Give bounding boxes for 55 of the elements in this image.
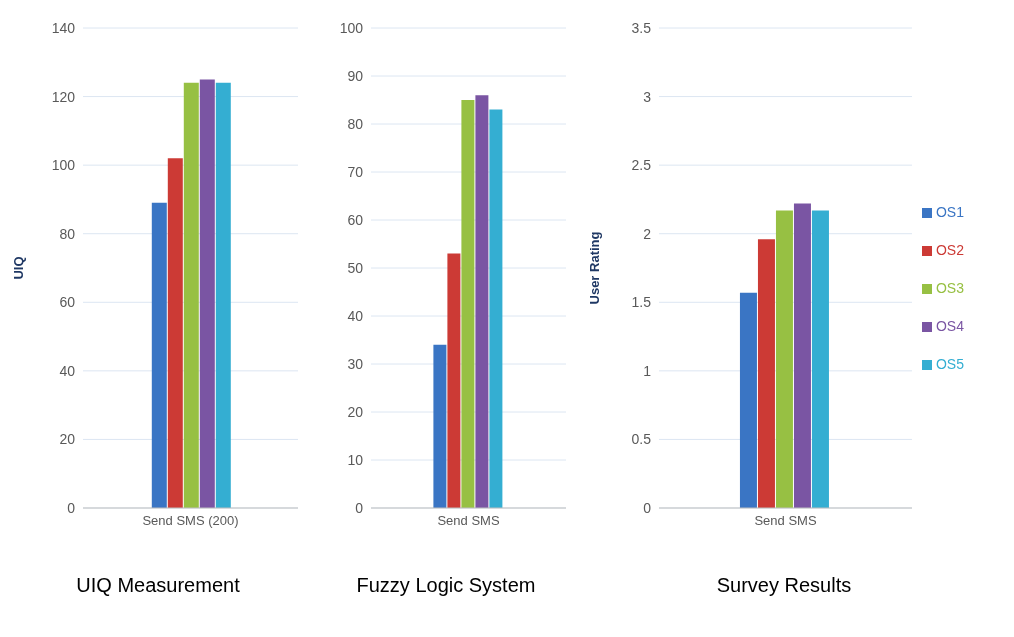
y-tick-label: 3 xyxy=(643,88,652,105)
x-tick-label: Send SMS xyxy=(754,513,817,529)
y-axis-title: User Rating xyxy=(586,231,602,305)
bar xyxy=(793,203,811,508)
bar xyxy=(811,210,829,508)
bar xyxy=(461,100,475,508)
y-tick-label: 100 xyxy=(339,19,364,36)
y-tick-label: 20 xyxy=(347,403,364,420)
x-tick-label: Send SMS (200) xyxy=(142,513,239,529)
bar xyxy=(757,239,775,508)
legend-label: OS4 xyxy=(935,318,964,334)
y-tick-label: 1 xyxy=(643,362,652,379)
legend-label: OS5 xyxy=(935,356,964,372)
y-tick-label: 70 xyxy=(347,163,364,180)
y-tick-label: 80 xyxy=(59,225,76,242)
y-tick-label: 140 xyxy=(51,19,76,36)
legend-label: OS2 xyxy=(935,242,964,258)
y-tick-label: 30 xyxy=(347,355,364,372)
legend-label: OS1 xyxy=(935,204,964,220)
y-tick-label: 60 xyxy=(347,211,364,228)
y-tick-label: 50 xyxy=(347,259,364,276)
y-tick-label: 40 xyxy=(59,362,76,379)
y-tick-label: 2 xyxy=(643,225,652,242)
y-tick-label: 1.5 xyxy=(631,294,652,311)
bar xyxy=(475,95,489,508)
y-tick-label: 0 xyxy=(67,499,76,516)
x-tick-label: Send SMS xyxy=(437,513,500,529)
bar xyxy=(489,109,503,508)
bar xyxy=(215,82,231,508)
bar xyxy=(183,82,199,508)
y-tick-label: 120 xyxy=(51,88,76,105)
y-tick-label: 0 xyxy=(355,499,364,516)
y-tick-label: 20 xyxy=(59,431,76,448)
y-tick-label: 10 xyxy=(347,451,364,468)
text: Fuzzy Logic System xyxy=(356,574,536,597)
y-tick-label: 3.5 xyxy=(631,19,652,36)
bar xyxy=(447,253,461,508)
y-tick-label: 90 xyxy=(347,67,364,84)
legend-label: OS3 xyxy=(935,280,964,296)
y-axis-title: UIQ xyxy=(10,256,26,280)
y-tick-label: 80 xyxy=(347,115,364,132)
bar xyxy=(739,292,757,508)
y-tick-label: 60 xyxy=(59,294,76,311)
y-tick-label: 0.5 xyxy=(631,431,652,448)
bar xyxy=(433,344,447,508)
y-tick-label: 100 xyxy=(51,157,76,174)
bar xyxy=(199,79,215,508)
y-tick-label: 2.5 xyxy=(631,157,652,174)
bar xyxy=(151,202,167,508)
bar xyxy=(775,210,793,508)
y-tick-label: 40 xyxy=(347,307,364,324)
text: UIQ Measurement xyxy=(76,574,240,597)
bar xyxy=(167,158,183,508)
y-tick-label: 0 xyxy=(643,499,652,516)
text: Survey Results xyxy=(716,574,852,597)
